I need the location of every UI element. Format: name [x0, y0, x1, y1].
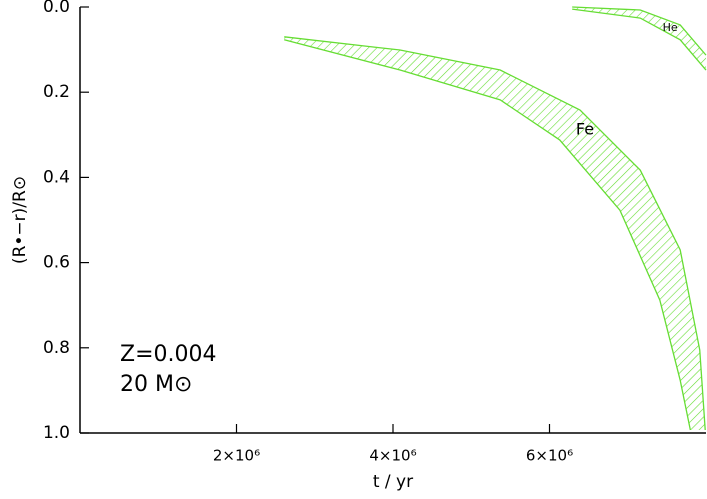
- region-label: He: [663, 21, 678, 34]
- x-tick-label: 4×10⁶: [369, 447, 416, 465]
- region-fill: [284, 36, 706, 431]
- y-tick-label: 0.0: [43, 0, 70, 17]
- x-tick-label: 2×10⁶: [213, 447, 260, 465]
- x-axis-label: t / yr: [373, 472, 413, 492]
- y-axis-label: (R•−r)/R⊙: [10, 176, 30, 264]
- region-boundary: [572, 6, 707, 56]
- x-tick-label: 6×10⁶: [526, 447, 573, 465]
- region-boundary: [284, 39, 691, 431]
- region-fill: [572, 7, 706, 71]
- y-tick-label: 0.2: [43, 82, 70, 102]
- region-label: Fe: [576, 120, 594, 139]
- region-boundary: [572, 8, 707, 71]
- annotation: 20 M⊙: [120, 372, 192, 397]
- y-tick-label: 0.8: [43, 338, 70, 358]
- y-tick-label: 0.6: [43, 253, 70, 273]
- y-tick-label: 0.4: [43, 167, 70, 187]
- region-boundary: [284, 36, 706, 431]
- annotation: Z=0.004: [120, 342, 217, 367]
- y-tick-label: 1.0: [43, 423, 70, 443]
